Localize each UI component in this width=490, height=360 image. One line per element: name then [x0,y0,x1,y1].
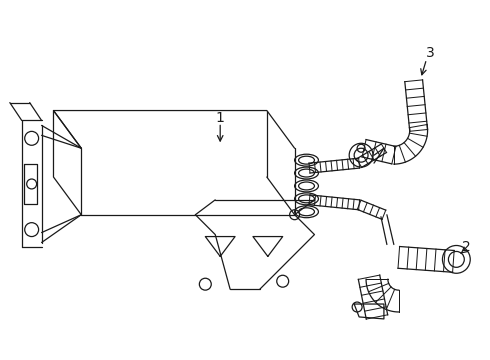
Text: 2: 2 [462,240,471,255]
Text: 3: 3 [426,46,435,60]
Text: 1: 1 [216,112,224,126]
